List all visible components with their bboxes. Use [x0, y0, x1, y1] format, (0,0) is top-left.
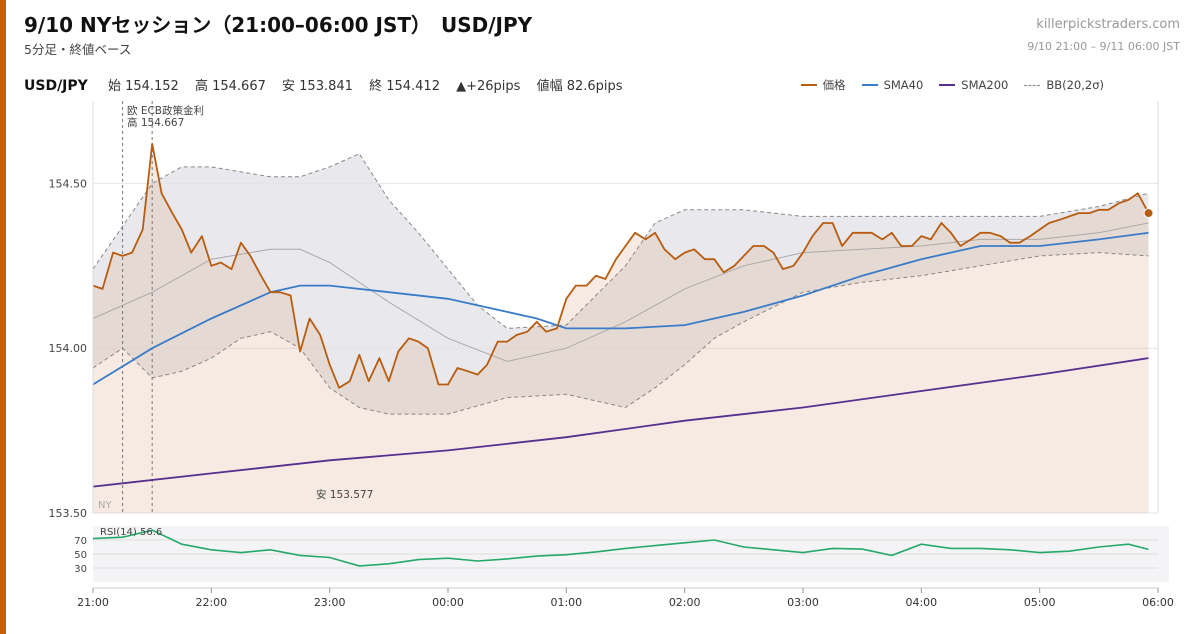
legend-item-price: 価格: [800, 77, 846, 93]
x-tick-label-7: 04:00: [905, 596, 937, 609]
y-tick-label-0: 153.50: [49, 507, 88, 520]
legend-item-sma40: SMA40: [861, 78, 924, 92]
legend-swatch-bb: [1024, 84, 1041, 86]
site-name: killerpickstraders.com: [1036, 17, 1180, 32]
stat-low: 安 153.841: [282, 79, 353, 94]
grid-layer: [93, 182, 1158, 569]
price-last-point: [1143, 208, 1154, 219]
y-tick-label-2: 154.50: [49, 177, 88, 190]
legend-label-sma200: SMA200: [961, 78, 1009, 92]
rsi-label: RSI(14) 56.6: [100, 527, 162, 538]
annotation-layer: 欧 ECB政策金利 高 154.667 安 153.577 NY RSI(14)…: [98, 104, 373, 538]
rsi-tick-label-1: 50: [74, 550, 87, 561]
rsi-line: [92, 529, 1149, 567]
legend-item-bb: BB(20,2σ): [1024, 78, 1104, 92]
date-range: 9/10 21:00 – 9/11 06:00 JST: [1027, 40, 1180, 53]
chart-legend: 価格 SMA40 SMA200 BB(20,2σ): [800, 77, 1104, 93]
legend-label-sma40: SMA40: [883, 78, 924, 92]
legend-item-sma200: SMA200: [939, 78, 1008, 92]
pair-label: USD/JPY: [24, 78, 88, 94]
page-subtitle: 5分足・終値ベース: [24, 42, 132, 57]
x-tick-label-8: 05:00: [1024, 596, 1056, 609]
price-line: [92, 142, 1150, 389]
event-label: 欧 ECB政策金利: [127, 104, 204, 117]
rsi-tick-label-0: 30: [74, 564, 87, 575]
bb-upper-line: [92, 153, 1149, 329]
stat-open: 始 154.152: [107, 79, 179, 94]
x-tick-label-5: 02:00: [669, 596, 701, 609]
stat-change: ▲+26pips: [456, 79, 521, 94]
y-tick-label-1: 154.00: [49, 342, 88, 355]
low-annotation-label: 安 153.577: [316, 488, 373, 501]
stat-close: 終 154.412: [369, 79, 440, 94]
series-layer: [92, 101, 1154, 567]
bb-band-fill: [93, 153, 1149, 415]
x-tick-label-4: 01:00: [550, 596, 582, 609]
x-tick-label-3: 00:00: [432, 596, 464, 609]
rsi-tick-label-2: 70: [74, 536, 87, 547]
stat-high: 高 154.667: [194, 79, 266, 94]
legend-label-bb: BB(20,2σ): [1046, 78, 1104, 92]
accent-bar: [0, 0, 6, 634]
page-title: 9/10 NYセッション（21:00–06:00 JST） USD/JPY: [24, 13, 533, 37]
x-tick-label-1: 22:00: [195, 596, 227, 609]
x-tick-label-6: 03:00: [787, 596, 819, 609]
legend-swatch-price: [800, 84, 817, 86]
bb-band-layer: [93, 153, 1149, 415]
stats-bar: USD/JPY 始 154.152 高 154.667 安 153.841 終 …: [24, 75, 635, 94]
legend-swatch-sma40: [861, 84, 878, 86]
session-label: NY: [98, 500, 112, 511]
x-tick-label-9: 06:00: [1142, 596, 1174, 609]
legend-label-price: 価格: [822, 78, 846, 92]
axis-layer: 153.50 154.00 154.50 30 50 70 21:00 22:00 23:00 0…: [49, 101, 1174, 609]
sma40-line: [92, 231, 1149, 386]
x-tick-label-2: 23:00: [314, 596, 346, 609]
legend-swatch-sma200: [939, 84, 956, 86]
stat-width: 値幅 82.6pips: [536, 79, 623, 94]
sma200-line: [92, 357, 1149, 488]
x-tick-label-0: 21:00: [77, 596, 109, 609]
high-annotation-label: 高 154.667: [127, 116, 184, 129]
